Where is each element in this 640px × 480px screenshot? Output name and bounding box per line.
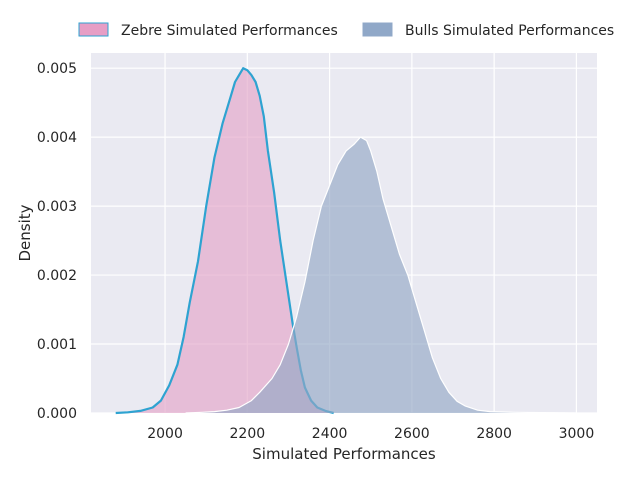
x-tick-label: 2400 (312, 426, 348, 442)
x-axis-label: Simulated Performances (252, 445, 436, 463)
density-area-zebre (115, 68, 334, 413)
series-layer (115, 67, 577, 415)
legend-swatch-zebre (78, 22, 109, 37)
legend-label-bulls: Bulls Simulated Performances (405, 23, 614, 39)
y-tick-label: 0.003 (37, 199, 77, 215)
y-tick-label: 0.004 (37, 130, 77, 146)
y-axis-label: Density (16, 204, 34, 261)
x-tick-label: 2000 (147, 426, 183, 442)
x-tick-label: 2200 (230, 426, 266, 442)
density-line-bulls (185, 136, 577, 414)
x-tick-label: 2600 (394, 426, 430, 442)
density-area-bulls (185, 137, 577, 413)
y-axis-ticks: 0.000 0.001 0.002 0.003 0.004 0.005 (37, 61, 77, 422)
legend-swatch-bulls (362, 22, 393, 37)
y-tick-label: 0.002 (37, 268, 77, 284)
y-tick-label: 0.000 (37, 406, 77, 422)
x-tick-label: 2800 (476, 426, 512, 442)
y-tick-label: 0.005 (37, 61, 77, 77)
x-axis-ticks: 2000 2200 2400 2600 2800 3000 (147, 426, 594, 442)
legend-label-zebre: Zebre Simulated Performances (121, 23, 338, 39)
legend: Zebre Simulated Performances Bulls Simula… (78, 22, 614, 39)
y-tick-label: 0.001 (37, 337, 77, 353)
x-tick-label: 3000 (559, 426, 595, 442)
